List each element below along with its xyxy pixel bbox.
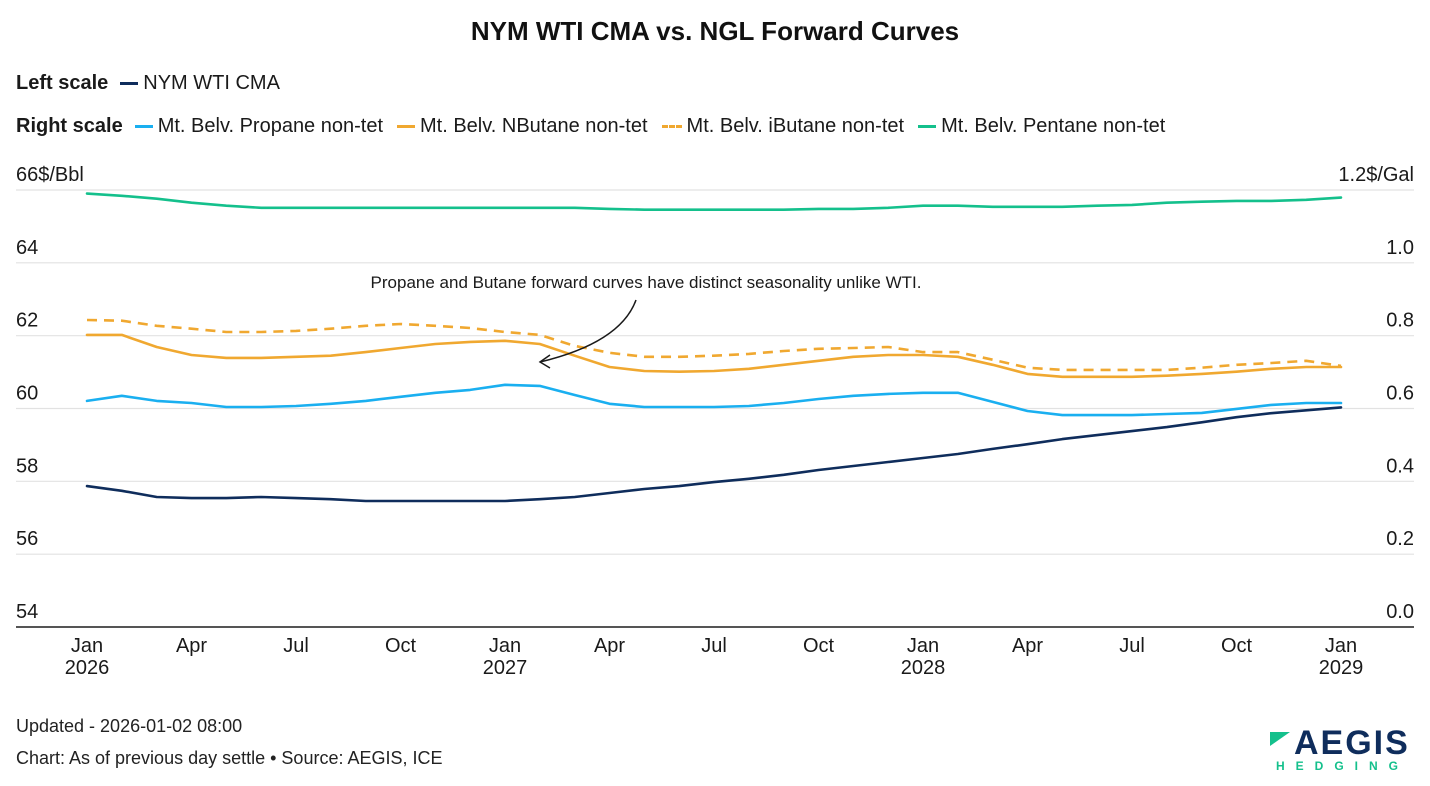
left-tick-label: 66$/Bbl <box>16 164 84 186</box>
series-line-mt-belv-pentane-non-tet[interactable] <box>85 192 1343 211</box>
x-tick-label: Oct <box>803 635 835 657</box>
legend-item-nbutane[interactable]: Mt. Belv. NButane non-tet <box>397 115 648 138</box>
x-tick-label: Jan <box>71 635 103 657</box>
series-line-mt-belv-propane-non-tet[interactable] <box>85 383 1343 417</box>
annotation: Propane and Butane forward curves have d… <box>371 273 922 369</box>
legend-right-scale-label: Right scale <box>16 115 123 137</box>
legend-swatch-wti <box>120 82 139 85</box>
legend-item-propane[interactable]: Mt. Belv. Propane non-tet <box>134 115 384 138</box>
line-chart: 66$/Bbl 64 62 60 58 56 54 1.2$/Gal 1.0 0.8 0.6 0.4… <box>16 164 1414 679</box>
x-tick-label: Jan <box>489 635 521 657</box>
annotation-text: Propane and Butane forward curves have d… <box>371 273 922 292</box>
x-tick-label: Oct <box>1221 635 1253 657</box>
x-tick-year-label: 2029 <box>1319 657 1364 679</box>
x-tick-label: Jan <box>907 635 939 657</box>
right-tick-label: 0.2 <box>1386 528 1414 550</box>
legend-label-ibutane: Mt. Belv. iButane non-tet <box>686 115 905 137</box>
legend-right-scale: Right scale Mt. Belv. Propane non-tet Mt… <box>16 115 1179 138</box>
left-axis-ticks: 66$/Bbl 64 62 60 58 56 54 <box>16 164 84 623</box>
chart-title: NYM WTI CMA vs. NGL Forward Curves <box>470 16 960 46</box>
legend-item-pentane[interactable]: Mt. Belv. Pentane non-tet <box>918 115 1165 138</box>
aegis-logo: AEGIS HEDGING <box>1270 724 1420 773</box>
source-text: Chart: As of previous day settle • Sourc… <box>16 748 443 768</box>
left-tick-label: 58 <box>16 455 38 477</box>
series-lines <box>85 192 1343 503</box>
annotation-arrowhead <box>538 354 551 369</box>
series-line-nym-wti-cma[interactable] <box>85 406 1343 503</box>
x-tick-label: Jan <box>1325 635 1357 657</box>
series-line-mt-belv-nbutane-non-tet[interactable] <box>85 333 1343 379</box>
legend-swatch-ibutane <box>661 125 682 128</box>
x-tick-label: Jul <box>1119 635 1145 657</box>
gridlines <box>16 189 1414 628</box>
x-tick-label: Oct <box>385 635 417 657</box>
right-tick-label: 0.6 <box>1386 383 1414 405</box>
updated-text: Updated - 2026-01-02 08:00 <box>16 716 243 736</box>
series-line-mt-belv-ibutane-non-tet[interactable] <box>86 318 1342 372</box>
x-tick-year-label: 2026 <box>65 657 110 679</box>
x-tick-label: Apr <box>176 635 207 657</box>
right-tick-label: 1.2$/Gal <box>1338 164 1414 186</box>
legend-item-wti[interactable]: NYM WTI CMA <box>120 72 280 95</box>
right-tick-label: 0.0 <box>1386 601 1414 623</box>
legend-swatch-pentane <box>918 125 937 128</box>
x-tick-label: Jul <box>283 635 309 657</box>
legend-swatch-nbutane <box>397 125 416 128</box>
right-tick-label: 1.0 <box>1386 237 1414 259</box>
left-tick-label: 60 <box>16 383 38 405</box>
legend-left-scale: Left scale NYM WTI CMA <box>16 72 294 95</box>
left-tick-label: 62 <box>16 310 38 332</box>
left-tick-label: 64 <box>16 237 38 259</box>
logo-mark-icon <box>1270 731 1290 746</box>
legend-label-propane: Mt. Belv. Propane non-tet <box>157 115 384 137</box>
right-axis-ticks: 1.2$/Gal 1.0 0.8 0.6 0.4 0.2 0.0 <box>1338 164 1414 623</box>
annotation-arrow <box>539 299 637 363</box>
legend-label-wti: NYM WTI CMA <box>143 72 280 94</box>
logo-main-text: AEGIS <box>1294 724 1410 762</box>
right-tick-label: 0.4 <box>1386 455 1414 477</box>
right-tick-label: 0.8 <box>1386 310 1414 332</box>
left-tick-label: 56 <box>16 528 38 550</box>
legend-item-ibutane[interactable]: Mt. Belv. iButane non-tet <box>661 115 905 138</box>
legend-label-pentane: Mt. Belv. Pentane non-tet <box>941 115 1166 137</box>
legend-label-nbutane: Mt. Belv. NButane non-tet <box>420 115 648 137</box>
legend-swatch-propane <box>134 125 153 128</box>
x-tick-label: Jul <box>701 635 727 657</box>
x-tick-year-label: 2028 <box>901 657 946 679</box>
x-tick-label: Apr <box>1012 635 1043 657</box>
left-tick-label: 54 <box>16 601 38 623</box>
x-tick-year-label: 2027 <box>483 657 528 679</box>
legend-left-scale-label: Left scale <box>16 72 109 94</box>
logo-sub-text: HEDGING <box>1276 759 1410 773</box>
x-tick-label: Apr <box>594 635 625 657</box>
